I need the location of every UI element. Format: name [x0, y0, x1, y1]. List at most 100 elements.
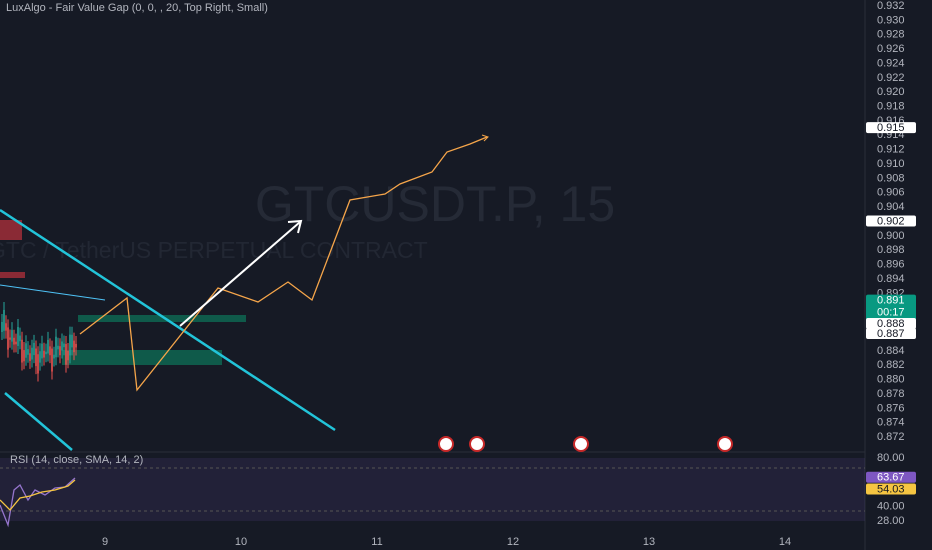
indicator-label: LuxAlgo - Fair Value Gap (0, 0, , 20, To…: [6, 2, 268, 14]
candle-body: [17, 327, 19, 346]
price-badge-text: 0.902: [877, 215, 905, 227]
candle-body: [35, 348, 37, 367]
time-label: 9: [102, 536, 108, 548]
rsi-axis-label: 28.00: [877, 515, 905, 527]
candle-body: [59, 346, 61, 356]
candle-body: [63, 343, 65, 348]
candle-body: [13, 337, 15, 345]
candle-body: [3, 309, 5, 331]
projection-path: [79, 136, 488, 392]
candle-body: [9, 337, 11, 340]
price-label: 0.872: [877, 431, 905, 443]
price-label: 0.878: [877, 388, 905, 400]
time-label: 14: [779, 536, 791, 548]
price-label: 0.932: [877, 0, 905, 12]
candle-body: [1, 322, 3, 332]
trend-line: [4, 392, 73, 451]
fvg-box-green: [62, 350, 222, 365]
candle-body: [21, 339, 23, 363]
rsi-band: [0, 458, 865, 521]
candle-body: [15, 341, 17, 345]
candle-body: [29, 353, 31, 361]
candle-body: [49, 346, 51, 356]
time-label: 13: [643, 536, 655, 548]
time-label: 11: [371, 536, 382, 548]
candle-body: [69, 334, 71, 356]
candle-body: [11, 330, 13, 342]
candle-body: [25, 343, 27, 358]
watermark-symbol: GTCUSDT.P, 15: [255, 176, 615, 232]
price-badge: [866, 318, 916, 329]
fvg-box-green: [78, 315, 246, 322]
price-label: 0.896: [877, 259, 905, 271]
candle-body: [75, 343, 77, 348]
price-label: 0.874: [877, 417, 905, 429]
price-badge: [866, 215, 916, 227]
candle-body: [19, 335, 21, 342]
price-label: 0.926: [877, 43, 905, 55]
candles: [1, 301, 77, 382]
price-label: 0.894: [877, 273, 905, 285]
price-label: 0.918: [877, 100, 905, 112]
fvg-box-red: [0, 220, 22, 240]
candle-body: [53, 354, 55, 359]
trend-line: [0, 208, 336, 432]
candle-body: [27, 349, 29, 355]
candle-body: [23, 350, 25, 362]
watermark-description: GTC / TetherUS PERPETUAL CONTRACT: [0, 237, 428, 263]
time-label: 10: [235, 536, 247, 548]
price-label: 0.922: [877, 72, 905, 84]
trend-line: [0, 284, 106, 301]
rsi-axis-label: 80.00: [877, 452, 905, 464]
candle-body: [65, 344, 67, 365]
price-badge-text: 0.887: [877, 328, 905, 340]
price-label: 0.924: [877, 57, 905, 69]
rsi-ma-curve: [0, 479, 76, 511]
rsi-badge-text: 54.03: [877, 483, 905, 495]
price-label: 0.910: [877, 158, 905, 170]
price-badge-text: 0.891: [877, 294, 905, 306]
candle-body: [37, 354, 39, 374]
price-label: 0.876: [877, 402, 905, 414]
price-label: 0.920: [877, 86, 905, 98]
candle-body: [71, 334, 73, 348]
rsi-badge: [866, 471, 916, 483]
rsi-axis-label: 40.00: [877, 500, 905, 512]
candle-body: [73, 340, 75, 353]
candle-body: [41, 343, 43, 359]
price-badge-text: 0.888: [877, 318, 905, 330]
price-label: 0.882: [877, 359, 905, 371]
fvg-box-red: [0, 272, 25, 278]
candle-body: [33, 342, 35, 356]
price-label: 0.906: [877, 187, 905, 199]
time-label: 12: [507, 536, 519, 548]
candle-body: [31, 347, 33, 360]
price-badge-sub: 00:17: [877, 306, 905, 318]
price-label: 0.898: [877, 244, 905, 256]
rsi-label: RSI (14, close, SMA, 14, 2): [10, 454, 143, 466]
price-label: 0.884: [877, 345, 905, 357]
arrow: [179, 221, 301, 327]
candle-body: [55, 336, 57, 358]
candle-body: [39, 351, 41, 363]
price-badge: [866, 328, 916, 339]
price-badge: [866, 294, 916, 321]
candle-body: [47, 339, 49, 354]
rsi-badge-text: 63.67: [877, 472, 905, 484]
price-label: 0.928: [877, 29, 905, 41]
price-label: 0.908: [877, 172, 905, 184]
price-label: 0.880: [877, 374, 905, 386]
candle-body: [45, 351, 47, 355]
candle-body: [43, 350, 45, 358]
candle-body: [7, 327, 9, 350]
price-label: 0.912: [877, 144, 905, 156]
rsi-badge: [866, 483, 916, 495]
candle-body: [57, 345, 59, 350]
candle-body: [67, 350, 69, 361]
price-label: 0.904: [877, 201, 905, 213]
price-badge: [866, 122, 916, 134]
candle-body: [51, 348, 53, 372]
price-label: 0.930: [877, 14, 905, 26]
